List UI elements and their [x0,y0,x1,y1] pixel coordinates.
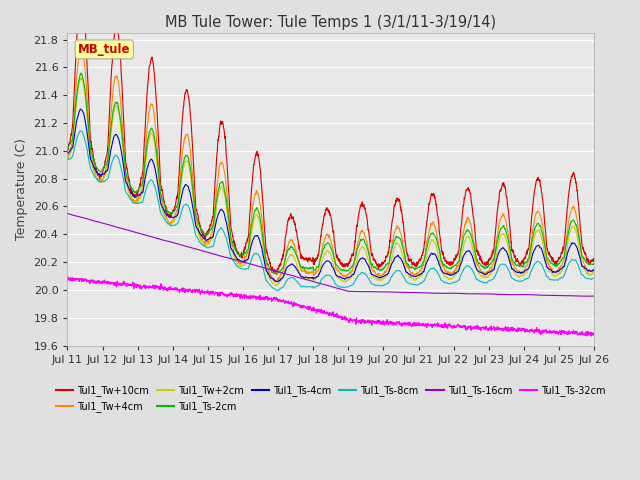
Tul1_Ts-4cm [400,263,408,268]
Tul1_Tw+10cm [63,150,71,156]
Tul1_Tw+4cm [590,266,598,272]
Tul1_Ts-32cm [494,326,502,332]
Tul1_Ts-32cm [91,280,99,286]
Tul1_Ts-8cm [400,274,408,280]
Tul1_Ts-32cm [487,326,495,332]
Tul1_Tw+2cm [272,283,280,288]
Tul1_Tw+4cm [400,244,408,250]
Tul1_Tw+2cm [460,244,467,250]
Tul1_Tw+10cm [474,248,481,254]
Tul1_Tw+2cm [63,156,71,162]
Tul1_Ts-32cm [64,274,72,280]
Tul1_Ts-8cm [460,267,467,273]
Y-axis label: Temperature (C): Temperature (C) [15,138,28,240]
Tul1_Ts-8cm [487,277,495,283]
Tul1_Ts-4cm [77,106,84,112]
Line: Tul1_Ts-4cm: Tul1_Ts-4cm [67,109,594,282]
Tul1_Tw+2cm [400,256,408,262]
Tul1_Tw+4cm [63,153,71,159]
Tul1_Tw+10cm [271,269,278,275]
Tul1_Ts-16cm [460,291,467,297]
Line: Tul1_Tw+2cm: Tul1_Tw+2cm [67,78,594,286]
Tul1_Tw+4cm [474,263,481,268]
Tul1_Ts-2cm [400,248,408,253]
Line: Tul1_Ts-2cm: Tul1_Ts-2cm [67,73,594,275]
Tul1_Tw+10cm [91,162,99,168]
Tul1_Ts-32cm [590,330,598,336]
Tul1_Ts-16cm [63,211,71,216]
Tul1_Tw+4cm [272,279,280,285]
Tul1_Ts-16cm [494,291,502,297]
Tul1_Tw+2cm [91,171,99,177]
Tul1_Ts-16cm [487,291,495,297]
Tul1_Ts-8cm [590,275,598,281]
Tul1_Tw+10cm [494,204,502,209]
Tul1_Tw+2cm [590,270,598,276]
Line: Tul1_Ts-32cm: Tul1_Ts-32cm [67,277,594,336]
Line: Tul1_Ts-8cm: Tul1_Ts-8cm [67,131,594,290]
Tul1_Ts-2cm [494,237,502,242]
Tul1_Ts-32cm [588,333,595,339]
Tul1_Ts-2cm [91,161,99,167]
Tul1_Ts-2cm [77,70,85,76]
Tul1_Ts-4cm [474,267,481,273]
Tul1_Tw+2cm [494,243,502,249]
Tul1_Tw+2cm [487,272,495,277]
Tul1_Ts-4cm [63,150,71,156]
Tul1_Tw+10cm [400,225,408,231]
Tul1_Ts-32cm [63,278,71,284]
Tul1_Ts-8cm [91,174,99,180]
Tul1_Ts-16cm [582,293,590,299]
Tul1_Ts-4cm [460,254,467,260]
Tul1_Tw+2cm [77,75,85,81]
Tul1_Ts-8cm [63,156,71,162]
Tul1_Tw+10cm [460,203,467,208]
Tul1_Tw+4cm [494,229,502,235]
Tul1_Tw+10cm [487,255,495,261]
Tul1_Tw+4cm [91,169,99,175]
Tul1_Ts-8cm [273,288,280,293]
Tul1_Ts-2cm [63,145,71,151]
Tul1_Tw+4cm [460,229,467,235]
Tul1_Tw+4cm [487,264,495,270]
Tul1_Ts-4cm [91,166,99,172]
Tul1_Tw+10cm [590,256,598,262]
Tul1_Ts-16cm [400,289,408,295]
Tul1_Ts-2cm [487,261,495,266]
Tul1_Ts-16cm [474,291,481,297]
Tul1_Ts-2cm [273,272,281,277]
Tul1_Ts-8cm [494,266,502,272]
Tul1_Ts-16cm [91,218,99,224]
Tul1_Ts-4cm [590,267,598,273]
Title: MB Tule Tower: Tule Temps 1 (3/1/11-3/19/14): MB Tule Tower: Tule Temps 1 (3/1/11-3/19… [165,15,497,30]
Legend: Tul1_Tw+10cm, Tul1_Tw+4cm, Tul1_Tw+2cm, Tul1_Ts-2cm, Tul1_Ts-4cm, Tul1_Ts-8cm, T: Tul1_Tw+10cm, Tul1_Tw+4cm, Tul1_Tw+2cm, … [52,382,610,416]
Tul1_Tw+2cm [474,268,481,274]
Line: Tul1_Tw+10cm: Tul1_Tw+10cm [67,0,594,272]
Tul1_Ts-8cm [77,128,84,134]
Tul1_Ts-4cm [494,252,502,258]
Tul1_Ts-16cm [590,293,598,299]
Tul1_Ts-32cm [400,322,408,328]
Tul1_Tw+4cm [77,44,84,50]
Tul1_Ts-2cm [460,236,467,241]
Line: Tul1_Tw+4cm: Tul1_Tw+4cm [67,47,594,282]
Tul1_Ts-2cm [590,260,598,266]
Tul1_Ts-4cm [275,279,282,285]
Tul1_Ts-8cm [474,277,481,283]
Text: MB_tule: MB_tule [78,43,131,56]
Tul1_Ts-32cm [460,324,467,330]
Tul1_Ts-32cm [474,325,481,331]
Tul1_Ts-4cm [487,268,495,274]
Line: Tul1_Ts-16cm: Tul1_Ts-16cm [67,214,594,296]
Tul1_Ts-2cm [474,258,481,264]
